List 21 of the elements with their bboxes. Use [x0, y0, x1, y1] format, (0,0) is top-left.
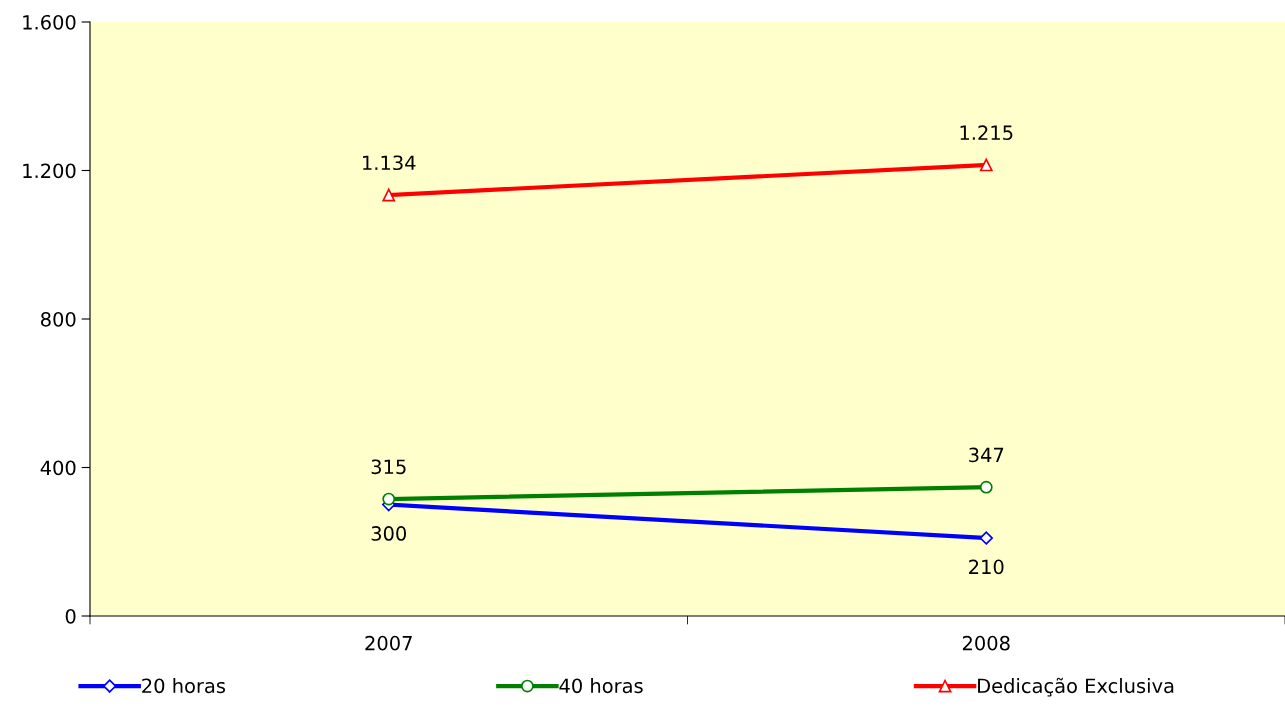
y-tick-label: 1.200 — [23, 163, 76, 179]
data-label: 210 — [969, 559, 1004, 575]
legend-label: Dedicação Exclusiva — [978, 677, 1174, 697]
point — [979, 480, 993, 494]
y-tick-label: 1.600 — [23, 14, 76, 30]
point — [979, 531, 993, 545]
x-tick-label: 2007 — [365, 635, 412, 651]
y-tick-label: 800 — [41, 311, 76, 327]
legend-label: 40 horas — [559, 678, 643, 694]
point — [382, 492, 396, 506]
data-label: 347 — [969, 447, 1004, 463]
data-label: 1.215 — [960, 125, 1013, 141]
x-tick-label: 2008 — [962, 635, 1010, 651]
y-tick-label: 0 — [65, 608, 76, 624]
legend-label: 20 horas — [142, 678, 226, 694]
data-label: 315 — [371, 459, 406, 475]
data-label: 300 — [371, 526, 407, 541]
point — [382, 188, 396, 202]
data-label: 1.134 — [363, 155, 416, 171]
y-tick-label: 400 — [40, 460, 76, 476]
point — [979, 158, 993, 172]
